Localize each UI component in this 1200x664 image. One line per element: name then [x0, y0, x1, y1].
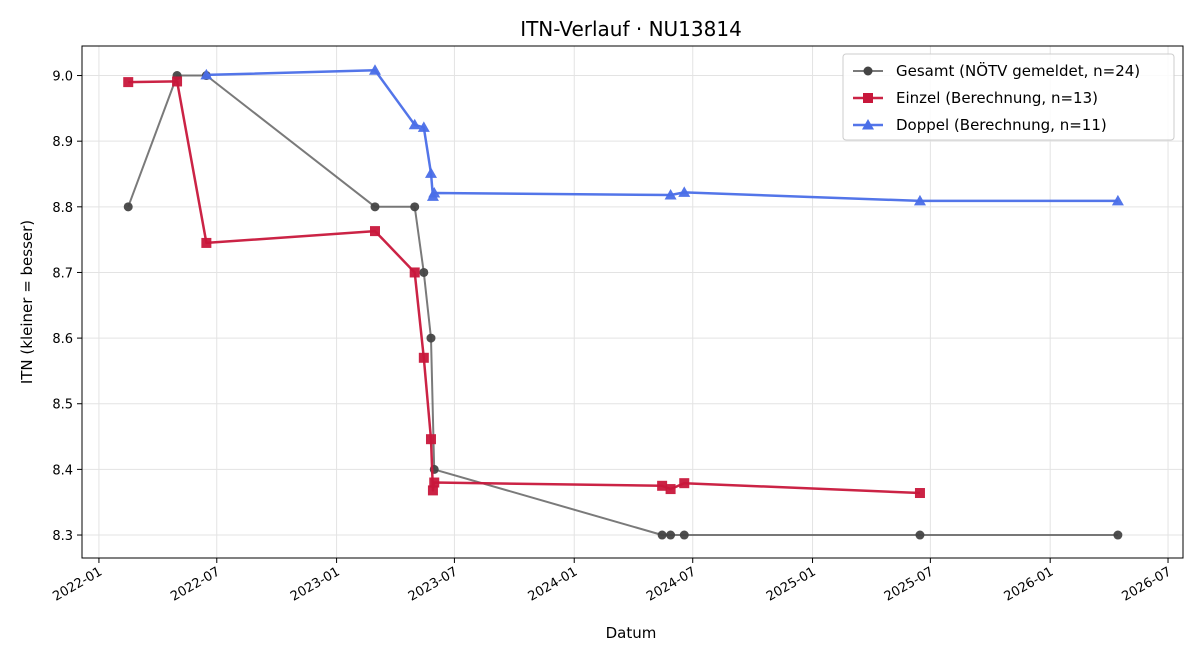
y-tick-label: 8.7 [52, 266, 73, 281]
y-tick-label: 8.9 [52, 135, 73, 150]
data-point [1111, 194, 1124, 206]
x-axis-label: Datum [606, 624, 657, 642]
data-point [370, 202, 380, 212]
series-1 [123, 76, 925, 499]
data-point [428, 187, 441, 198]
legend-label: Gesamt (NÖTV gemeldet, n=24) [896, 61, 1140, 80]
data-point [424, 167, 437, 178]
data-point [914, 488, 925, 499]
data-point [123, 202, 133, 212]
data-point [368, 64, 381, 75]
data-point [369, 226, 380, 237]
y-tick-label: 9.0 [52, 70, 73, 85]
data-point [409, 267, 420, 278]
data-point [657, 530, 667, 540]
data-point [123, 77, 134, 88]
legend-swatch-marker [863, 66, 873, 76]
data-point [172, 76, 183, 87]
data-point [913, 194, 926, 206]
chart-title: ITN-Verlauf · NU13814 [520, 17, 742, 41]
legend-box [842, 53, 1175, 141]
plot-frame [81, 45, 1184, 559]
data-point [425, 434, 436, 445]
data-point [426, 333, 436, 343]
series-layer [123, 64, 1124, 540]
y-tick-label: 8.3 [52, 529, 73, 544]
data-point [915, 530, 925, 540]
data-point [678, 186, 691, 197]
data-point [665, 484, 676, 495]
y-tick-label: 8.4 [52, 463, 73, 478]
data-point [679, 530, 689, 540]
data-point [200, 68, 213, 80]
legend: Gesamt (NÖTV gemeldet, n=24) Einzel (Bere… [842, 53, 1175, 141]
data-point [427, 485, 438, 496]
y-axis-label: ITN (kleiner = besser) [18, 220, 36, 384]
legend-swatch-marker [862, 119, 874, 130]
data-point [657, 480, 668, 491]
data-point [429, 477, 440, 488]
legend-label: Doppel (Berechnung, n=11) [896, 116, 1107, 134]
data-point [410, 202, 420, 212]
y-tick-label: 8.5 [52, 398, 73, 413]
y-tick-label: 8.8 [52, 201, 73, 216]
data-point [418, 352, 429, 363]
legend-label: Einzel (Berechnung, n=13) [896, 89, 1098, 107]
data-point [408, 118, 421, 130]
y-tick-label: 8.6 [52, 332, 73, 347]
data-point [679, 478, 690, 489]
series-2 [200, 64, 1124, 206]
y-axis: 8.3 8.4 8.5 8.6 8.7 8.8 8.9 9.0 [52, 70, 82, 544]
data-point [1113, 530, 1123, 540]
data-point [664, 189, 677, 200]
data-point [201, 237, 212, 248]
data-point [419, 267, 429, 277]
legend-swatch-marker [863, 93, 873, 103]
data-point [666, 530, 676, 540]
data-point [417, 121, 430, 132]
